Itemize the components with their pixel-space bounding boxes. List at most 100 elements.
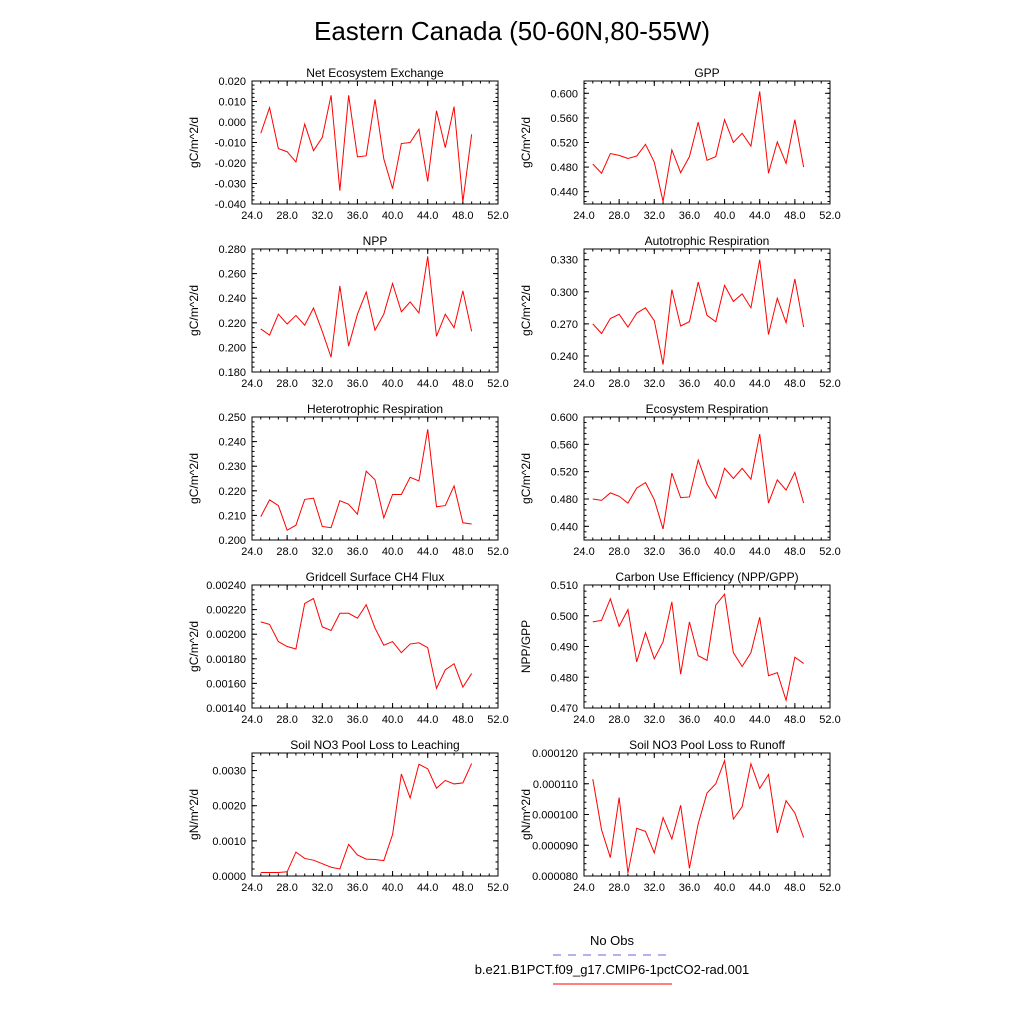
x-tick-label: 52.0 — [819, 882, 840, 894]
x-tick-label: 28.0 — [608, 714, 629, 726]
y-tick-label: 0.520 — [550, 138, 578, 150]
series-line — [592, 758, 805, 874]
panel-title: Autotrophic Respiration — [645, 234, 770, 248]
x-tick-label: 32.0 — [644, 882, 665, 894]
x-tick-label: 32.0 — [644, 210, 665, 222]
series-line — [260, 256, 473, 358]
y-tick-label: 0.00240 — [206, 580, 246, 592]
y-axis-label: gC/m^2/d — [187, 453, 201, 504]
x-tick-label: 32.0 — [312, 378, 333, 390]
x-tick-label: 44.0 — [749, 546, 770, 558]
x-tick-label: 40.0 — [714, 210, 735, 222]
panel-title: Soil NO3 Pool Loss to Runoff — [629, 738, 786, 752]
series-line — [592, 593, 804, 703]
x-tick-label: 48.0 — [452, 882, 473, 894]
x-tick-label: 52.0 — [487, 882, 508, 894]
x-tick-label: 36.0 — [679, 546, 700, 558]
x-tick-label: 40.0 — [714, 378, 735, 390]
panel-gridcell-surface-ch4-flux: Gridcell Surface CH4 Flux 24.0 28.0 32.0 36.… — [187, 570, 509, 726]
figure-title: Eastern Canada (50-60N,80-55W) — [314, 16, 710, 46]
x-tick-label: 28.0 — [608, 210, 629, 222]
y-tick-label: 0.240 — [550, 351, 578, 363]
x-tick-label: 44.0 — [749, 882, 770, 894]
y-tick-label: 0.560 — [550, 439, 578, 451]
y-tick-label: 0.330 — [550, 255, 578, 267]
y-axis-label: gC/m^2/d — [519, 117, 533, 168]
y-tick-label: 0.000090 — [532, 840, 578, 852]
panel-soil-no3-pool-loss-to-leaching: Soil NO3 Pool Loss to Leaching 24.0 28.0 32… — [187, 738, 509, 894]
x-tick-label: 24.0 — [573, 882, 594, 894]
y-tick-label: 0.00160 — [206, 678, 246, 690]
panel-title: Carbon Use Efficiency (NPP/GPP) — [615, 570, 798, 584]
y-tick-label: 0.300 — [550, 287, 578, 299]
x-tick-label: 48.0 — [452, 210, 473, 222]
y-tick-label: -0.020 — [215, 158, 246, 170]
x-tick-label: 32.0 — [312, 882, 333, 894]
x-tick-label: 36.0 — [347, 546, 368, 558]
y-tick-label: 0.240 — [218, 437, 246, 449]
panel-title: Net Ecosystem Exchange — [306, 66, 444, 80]
panel-title: GPP — [694, 66, 719, 80]
panel-title: NPP — [363, 234, 388, 248]
y-tick-label: 0.500 — [550, 611, 578, 623]
panel-soil-no3-pool-loss-to-runoff: Soil NO3 Pool Loss to Runoff 24.0 28.0 32.0… — [519, 738, 841, 894]
y-tick-label: 0.280 — [218, 244, 246, 256]
x-tick-label: 32.0 — [312, 546, 333, 558]
series-line — [260, 95, 473, 203]
x-tick-label: 52.0 — [487, 714, 508, 726]
panel-title: Heterotrophic Respiration — [307, 402, 443, 416]
y-tick-label: 0.00140 — [206, 703, 246, 715]
x-tick-label: 44.0 — [749, 378, 770, 390]
x-tick-label: 32.0 — [644, 714, 665, 726]
x-tick-label: 44.0 — [417, 546, 438, 558]
y-tick-label: 0.210 — [218, 510, 246, 522]
x-tick-label: 36.0 — [347, 714, 368, 726]
y-tick-label: 0.0000 — [212, 871, 246, 883]
y-tick-label: -0.010 — [215, 138, 246, 150]
x-tick-label: 28.0 — [276, 882, 297, 894]
y-tick-label: 0.010 — [218, 97, 246, 109]
x-tick-label: 40.0 — [382, 714, 403, 726]
x-tick-label: 52.0 — [819, 714, 840, 726]
y-tick-label: 0.00180 — [206, 654, 246, 666]
x-tick-label: 28.0 — [608, 546, 629, 558]
x-tick-label: 40.0 — [382, 378, 403, 390]
series-line — [592, 91, 805, 202]
x-tick-label: 40.0 — [382, 210, 403, 222]
y-tick-label: 0.180 — [218, 367, 246, 379]
y-tick-label: 0.490 — [550, 642, 578, 654]
x-tick-label: 36.0 — [347, 378, 368, 390]
x-tick-label: 36.0 — [679, 882, 700, 894]
x-tick-label: 28.0 — [276, 546, 297, 558]
panel-ecosystem-respiration: Ecosystem Respiration 24.0 28.0 32.0 36.0 40.… — [519, 402, 841, 558]
x-tick-label: 44.0 — [749, 714, 770, 726]
series-line — [260, 597, 473, 690]
y-tick-label: 0.200 — [218, 342, 246, 354]
y-tick-label: 0.000080 — [532, 871, 578, 883]
y-tick-label: 0.440 — [550, 521, 578, 533]
x-tick-label: 44.0 — [417, 210, 438, 222]
panel-title: Soil NO3 Pool Loss to Leaching — [290, 738, 459, 752]
x-tick-label: 36.0 — [679, 714, 700, 726]
y-axis-label: gC/m^2/d — [187, 621, 201, 672]
x-tick-label: 48.0 — [452, 546, 473, 558]
x-tick-label: 52.0 — [487, 378, 508, 390]
panel-title: Gridcell Surface CH4 Flux — [306, 570, 445, 584]
y-tick-label: 0.0020 — [212, 801, 246, 813]
legend-label-no-obs: No Obs — [590, 933, 635, 948]
panel-grid: Net Ecosystem Exchange 24.0 28.0 32.0 36.0 40… — [187, 66, 841, 894]
x-tick-label: 40.0 — [382, 882, 403, 894]
x-tick-label: 40.0 — [382, 546, 403, 558]
legend-label-model-run: b.e21.B1PCT.f09_g17.CMIP6-1pctCO2-rad.00… — [475, 962, 750, 977]
y-tick-label: 0.600 — [550, 412, 578, 424]
y-tick-label: 0.470 — [550, 703, 578, 715]
y-tick-label: 0.00200 — [206, 629, 246, 641]
legend: No Obs b.e21.B1PCT.f09_g17.CMIP6-1pctCO2… — [475, 933, 750, 985]
x-tick-label: 32.0 — [644, 546, 665, 558]
x-tick-label: 24.0 — [241, 378, 262, 390]
y-tick-label: 0.480 — [550, 162, 578, 174]
y-tick-label: -0.030 — [215, 179, 246, 191]
y-tick-label: 0.250 — [218, 412, 246, 424]
y-tick-label: 0.000110 — [533, 779, 578, 791]
series-line — [260, 429, 472, 531]
